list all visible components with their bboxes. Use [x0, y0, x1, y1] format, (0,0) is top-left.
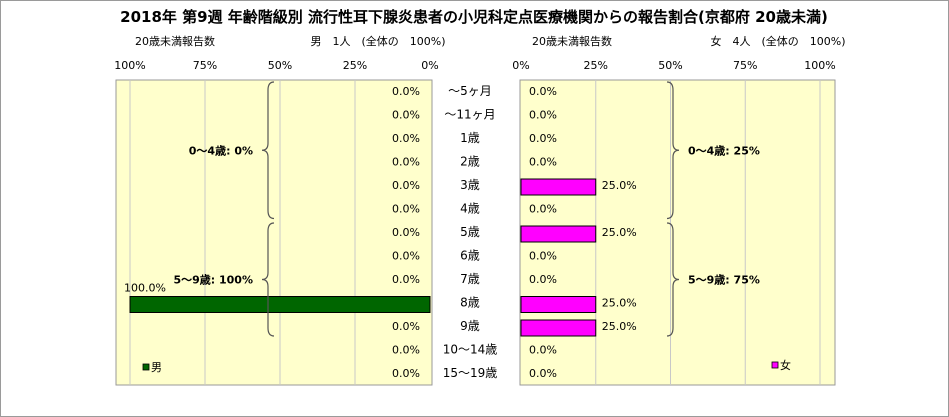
male-value-label: 0.0% — [392, 85, 420, 98]
right-tick-label: 25% — [584, 59, 608, 72]
male-value-label: 0.0% — [392, 179, 420, 192]
female-value-label: 0.0% — [529, 85, 557, 98]
category-label: 10〜14歳 — [443, 343, 498, 357]
male-bar — [129, 296, 431, 313]
right-header-summary: 女 4人 (全体の 100%) — [710, 34, 845, 48]
category-label: 3歳 — [460, 178, 480, 192]
left-group-brace — [261, 81, 275, 220]
right-tick-label: 0% — [512, 59, 529, 72]
left-tick-label: 25% — [343, 59, 367, 72]
right-tick-label: 75% — [733, 59, 757, 72]
female-value-label: 25.0% — [602, 297, 637, 310]
right-header-caption: 20歳未満報告数 — [532, 35, 612, 48]
right-tick-label: 100% — [804, 59, 835, 72]
female-value-label: 0.0% — [529, 203, 557, 216]
left-tick-label: 100% — [114, 59, 145, 72]
category-label: 2歳 — [460, 155, 480, 169]
category-label: 8歳 — [460, 296, 480, 310]
female-value-label: 0.0% — [529, 109, 557, 122]
category-label: 6歳 — [460, 249, 480, 263]
female-bar — [520, 225, 597, 243]
right-group-brace — [666, 222, 680, 337]
female-value-label: 0.0% — [529, 250, 557, 263]
male-value-label: 0.0% — [392, 109, 420, 122]
category-label: 15〜19歳 — [443, 366, 498, 380]
left-header-summary: 男 1人 (全体の 100%) — [310, 34, 445, 48]
right-tick-label: 50% — [658, 59, 682, 72]
male-value-label: 0.0% — [392, 367, 420, 380]
left-tick-label: 75% — [193, 59, 217, 72]
female-value-label: 25.0% — [602, 226, 637, 239]
category-label: 4歳 — [460, 202, 480, 216]
female-value-label: 0.0% — [529, 344, 557, 357]
right-group-label: 0〜4歳: 25% — [688, 143, 760, 157]
left-group-label: 0〜4歳: 0% — [189, 143, 253, 157]
male-value-label: 0.0% — [392, 344, 420, 357]
right-group-label: 5〜9歳: 75% — [688, 273, 760, 287]
male-value-label: 0.0% — [392, 250, 420, 263]
female-bar — [520, 319, 597, 337]
male-value-label: 0.0% — [392, 156, 420, 169]
male-value-label: 0.0% — [392, 273, 420, 286]
male-legend-label: 男 — [151, 361, 162, 374]
left-plot-area — [115, 79, 433, 386]
male-value-label: 100.0% — [124, 282, 166, 295]
category-label: 7歳 — [460, 272, 480, 286]
category-label: 〜11ヶ月 — [444, 108, 495, 122]
left-group-label: 5〜9歳: 100% — [173, 273, 253, 287]
female-legend-label: 女 — [780, 358, 791, 372]
chart-title: 2018年 第9週 年齢階級別 流行性耳下腺炎患者の小児科定点医療機関からの報告… — [120, 8, 828, 26]
left-tick-label: 0% — [421, 59, 438, 72]
category-label: 〜5ヶ月 — [448, 84, 492, 98]
male-value-label: 0.0% — [392, 320, 420, 333]
male-legend-swatch — [142, 363, 150, 371]
male-value-label: 0.0% — [392, 226, 420, 239]
female-bar — [520, 178, 597, 196]
left-group-brace — [261, 222, 275, 337]
female-value-label: 25.0% — [602, 179, 637, 192]
male-value-label: 0.0% — [392, 132, 420, 145]
female-bar — [520, 296, 597, 313]
female-value-label: 25.0% — [602, 320, 637, 333]
category-label: 5歳 — [460, 225, 480, 239]
male-value-label: 0.0% — [392, 203, 420, 216]
female-value-label: 0.0% — [529, 273, 557, 286]
category-label: 9歳 — [460, 319, 480, 333]
female-legend-swatch — [771, 361, 779, 369]
female-value-label: 0.0% — [529, 132, 557, 145]
left-tick-label: 50% — [268, 59, 292, 72]
female-value-label: 0.0% — [529, 367, 557, 380]
right-group-brace — [666, 81, 680, 220]
category-label: 1歳 — [460, 131, 480, 145]
left-header-caption: 20歳未満報告数 — [135, 35, 215, 48]
female-value-label: 0.0% — [529, 156, 557, 169]
